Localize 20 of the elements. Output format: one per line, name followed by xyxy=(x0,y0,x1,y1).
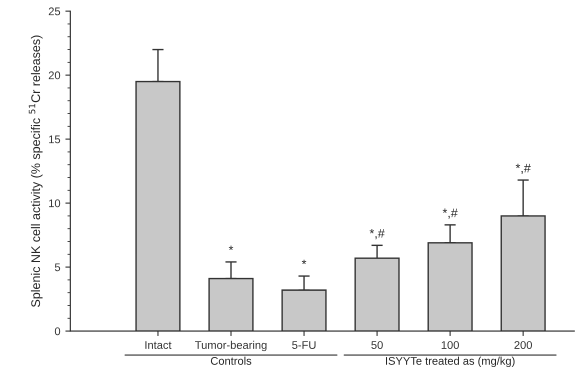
annotation: *,# xyxy=(370,229,385,240)
annotation: *,# xyxy=(442,208,458,219)
x-tick-label: 5-FU xyxy=(292,341,316,349)
x-tick-label: Tumor-bearing xyxy=(195,340,267,352)
x-tick-label: 50 xyxy=(371,341,383,349)
y-tick-label: 0 xyxy=(54,327,60,336)
y-tick-label: 15 xyxy=(49,136,60,144)
annotation: * xyxy=(302,260,306,264)
y-tick-label: 20 xyxy=(48,71,60,80)
y-axis-title: Splenic NK cell activity (% specific $^{51}$Cr releases) xyxy=(28,36,43,307)
annotation: * xyxy=(228,246,234,250)
x-tick-label: 200 xyxy=(514,341,532,349)
x-tick-label: 100 xyxy=(442,341,459,349)
text: ISYYTe treated as (mg/kg) xyxy=(386,356,515,368)
y-tick-label: 25 xyxy=(48,7,60,16)
annotation: *,# xyxy=(516,164,531,174)
x-tick-label: Intact xyxy=(145,341,172,349)
y-tick-label: 5 xyxy=(54,263,60,272)
text: Controls xyxy=(210,356,252,365)
y-tick-label: 10 xyxy=(49,199,60,208)
